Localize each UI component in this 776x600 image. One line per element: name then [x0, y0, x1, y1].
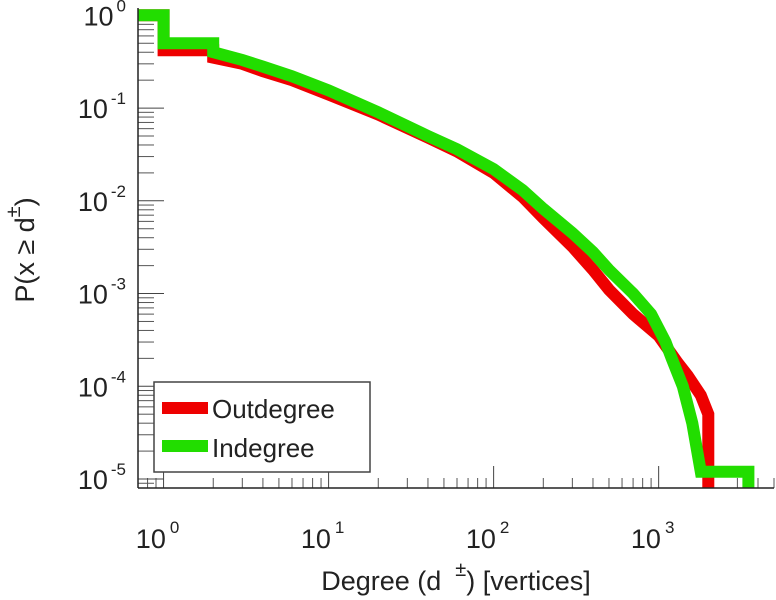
y-tick-label-base: 10 [83, 1, 113, 31]
x-tick-label-base: 10 [466, 524, 496, 554]
legend-box [153, 381, 371, 473]
series-layer [138, 9, 755, 488]
legend-label-indegree: Indegree [212, 433, 315, 463]
y-axis-title-superscript: ± [3, 206, 25, 217]
y-axis-title: P(x ≥ d±) [3, 197, 40, 302]
x-axis-title-rest: ) [vertices] [466, 566, 591, 596]
minor-ticks [137, 19, 775, 489]
y-tick-label-exponent: -3 [111, 275, 126, 294]
y-tick-label-exponent: -5 [111, 460, 126, 479]
y-tick-label-base: 10 [78, 465, 108, 495]
x-tick-label: 10 0 [136, 518, 180, 554]
y-tick-label: 10 -3 [78, 275, 126, 310]
y-tick-label-exponent: -2 [111, 182, 126, 201]
x-tick-label-base: 10 [301, 524, 331, 554]
y-tick-label: 10 0 [83, 0, 126, 31]
y-tick-label-base: 10 [78, 187, 108, 217]
x-tick-label-base: 10 [136, 524, 166, 554]
y-tick-label: 10 -1 [78, 89, 126, 124]
y-tick-label-base: 10 [78, 94, 108, 124]
y-tick-label: 10 -2 [78, 182, 126, 217]
y-tick-label: 10 -5 [78, 460, 126, 495]
y-tick-label-base: 10 [78, 372, 108, 402]
y-axis-title-rest: ) [10, 197, 40, 206]
legend: Outdegree Indegree [153, 381, 371, 473]
x-tick-label-exponent: 2 [500, 518, 509, 537]
y-tick-label-base: 10 [78, 280, 108, 310]
x-tick-label-exponent: 0 [170, 518, 179, 537]
x-tick-label-exponent: 3 [665, 518, 674, 537]
x-axis-title-main: Degree (d [321, 566, 441, 596]
y-tick-label-exponent: 0 [117, 0, 126, 15]
series-line-indegree [138, 9, 755, 488]
x-tick-label: 10 1 [301, 518, 345, 554]
x-axis-title: Degree (d ±) [vertices] [321, 559, 591, 596]
legend-label-outdegree: Outdegree [212, 394, 335, 424]
x-tick-label: 10 3 [631, 518, 675, 554]
x-tick-label-base: 10 [631, 524, 661, 554]
y-axis-title-main: P(x ≥ d [10, 217, 40, 302]
x-tick-labels: 10 0 10 1 10 2 10 3 [136, 518, 675, 554]
y-tick-label-exponent: -1 [111, 89, 126, 108]
y-tick-label: 10 -4 [78, 367, 126, 402]
x-axis-title-superscript: ± [455, 559, 466, 581]
x-tick-label: 10 2 [466, 518, 510, 554]
x-tick-label-exponent: 1 [335, 518, 344, 537]
y-tick-label-exponent: -4 [111, 367, 126, 386]
